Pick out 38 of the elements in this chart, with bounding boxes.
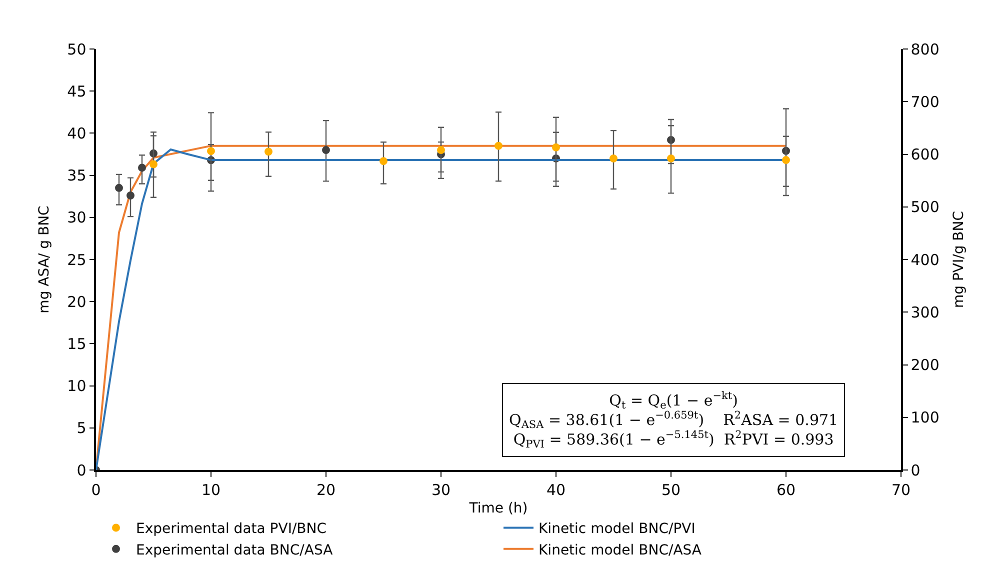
legend-label: Experimental data BNC/ASA <box>136 542 334 558</box>
x-tick-label: 70 <box>891 480 911 499</box>
y-tick-label: 0 <box>76 461 86 480</box>
y-axis-title: mg ASA/ g BNC <box>36 205 52 314</box>
y2-tick-label: 100 <box>910 408 940 427</box>
y2-tick-label: 300 <box>910 303 940 322</box>
y-tick-label: 45 <box>67 82 86 100</box>
y2-tick-label: 200 <box>910 356 940 374</box>
x-tick-label: 10 <box>201 480 221 499</box>
x-tick-label: 20 <box>316 480 336 499</box>
y-tick-label: 35 <box>67 166 86 185</box>
y-tick-label: 15 <box>67 334 86 353</box>
y2-tick-label: 500 <box>910 198 940 216</box>
legend-label: Experimental data PVI/BNC <box>136 521 327 538</box>
y-tick-label: 50 <box>67 40 86 58</box>
y-tick-label: 20 <box>67 292 86 311</box>
x-tick-label: 40 <box>546 480 566 499</box>
legend-label: Kinetic model BNC/ASA <box>538 542 702 558</box>
x-tick-label: 0 <box>91 480 101 499</box>
x-tick-label: 30 <box>431 480 451 499</box>
y2-tick-label: 0 <box>910 461 920 480</box>
y2-tick-label: 400 <box>910 250 940 269</box>
y-tick-label: 5 <box>76 419 86 438</box>
legend-label: Kinetic model BNC/PVI <box>538 521 696 538</box>
y-tick-label: 40 <box>67 124 86 142</box>
y2-tick-label: 800 <box>910 40 940 58</box>
y2-tick-label: 700 <box>910 92 940 111</box>
y2-axis-title: mg PVI/g BNC <box>951 210 968 308</box>
y-tick-label: 10 <box>67 377 86 396</box>
y-tick-label: 30 <box>67 208 86 227</box>
x-axis-title: Time (h) <box>468 500 528 517</box>
annotation: Q$_{t}$ = Q$_{e}$(1 − e$^{−kt}$) <box>609 390 738 412</box>
annotation: Q$_{PVI}$ = 589.36(1 − e$^{−5.145t}$) R$^{2}$PVI = 0.993 <box>513 429 834 450</box>
x-tick-label: 60 <box>776 480 796 499</box>
annotation: Q$_{ASA}$ = 38.61(1 − e$^{−0.659t}$) R$^{2}$ASA = 0.971 <box>509 410 838 431</box>
x-tick-label: 50 <box>661 480 681 499</box>
y-tick-label: 25 <box>67 250 86 269</box>
y2-tick-label: 600 <box>910 146 940 164</box>
